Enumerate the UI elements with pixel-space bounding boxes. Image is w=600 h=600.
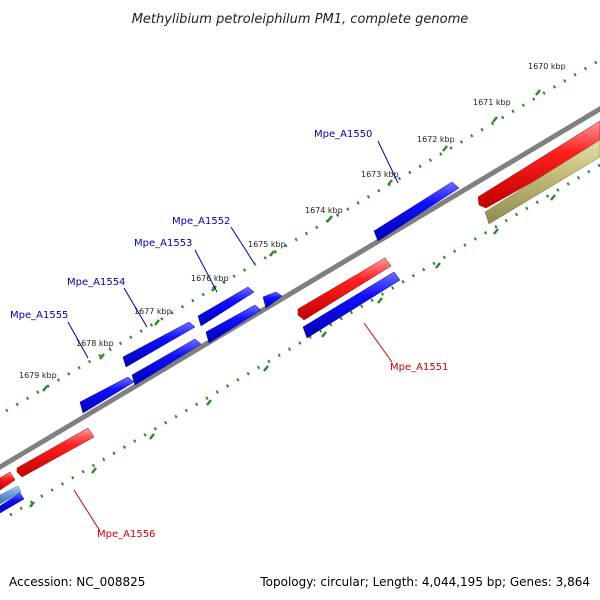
gene-labels: Mpe_A1550 Mpe_A1551 Mpe_A1552 Mpe_A1553 … [10,129,448,540]
gene-label-mpe-a1556: Mpe_A1556 [97,529,155,540]
tick-label-1679: 1679 kbp [19,371,57,380]
leader-mpe-a1550 [377,140,399,184]
tick-mark [154,319,160,326]
tick-label-1672: 1672 kbp [417,135,455,144]
leader-mpe-a1554 [123,287,148,328]
tick-mark [377,297,383,304]
gene-mpe-a1553 [197,286,255,327]
tick-mark [321,331,327,338]
tick-mark [492,116,498,123]
gene-label-mpe-a1553: Mpe_A1553 [134,238,192,249]
tick-mark [206,399,212,406]
tick-mark [99,353,105,360]
tick-label-1670: 1670 kbp [528,62,566,71]
leader-mpe-a1553 [194,249,218,293]
gene-label-mpe-a1550: Mpe_A1550 [314,129,372,140]
upper-scale [5,58,600,413]
gene-mpe-a1552 [262,291,283,309]
gene-reverse-left-edge [0,492,25,514]
gene-mpe-a1555 [79,376,135,414]
tick-label-1675: 1675 kbp [248,240,286,249]
tick-mark [211,285,217,292]
leader-mpe-a1556 [73,489,101,532]
tick-mark [263,365,269,372]
tick-mark [149,433,155,440]
tick-mark [442,145,448,152]
map-title: Methylibium petroleiphilum PM1, complete… [132,12,469,27]
gene-mpe-a1554b [131,338,202,386]
tick-mark [29,501,35,508]
gene-forward-left-edge [0,471,16,491]
gene-mpe-a1553b [205,304,262,344]
gene-mpe-a1554 [122,321,196,368]
gene-label-mpe-a1555: Mpe_A1555 [10,310,68,321]
leader-mpe-a1551 [363,322,393,363]
tick-mark [535,89,541,96]
tick-mark [550,194,556,201]
tick-mark [435,262,441,269]
gene-mpe-a1551 [297,257,392,321]
gene-label-mpe-a1552: Mpe_A1552 [172,216,230,227]
gene-leader-lines [67,140,399,532]
tick-mark [269,250,275,257]
genome-stats-text: Topology: circular; Length: 4,044,195 bp… [259,575,590,589]
gene-label-mpe-a1554: Mpe_A1554 [67,277,125,288]
lower-major-ticks [29,194,556,508]
tick-label-1677: 1677 kbp [134,307,172,316]
tick-mark [91,467,97,474]
gene-light-left-edge [0,485,22,505]
tick-mark [387,179,393,186]
leader-mpe-a1552 [230,226,255,264]
upper-scale-dots [5,58,600,413]
genome-backbone [0,106,600,470]
reverse-strand-genes [79,181,460,414]
kbp-tick-labels: 1670 kbp 1671 kbp 1672 kbp 1673 kbp 1674… [19,62,566,380]
forward-strand-genes [0,120,600,514]
accession-text: Accession: NC_008825 [9,575,145,589]
gene-other-right [484,139,600,225]
gene-mpe-a1550 [373,181,460,242]
leader-mpe-a1555 [67,321,89,359]
tick-label-1673: 1673 kbp [361,170,399,179]
upper-major-ticks [42,89,541,392]
tick-label-1671: 1671 kbp [473,98,511,107]
tick-mark [493,228,499,235]
gene-mpe-a1551-partner [302,271,401,339]
gene-mpe-a1556 [16,427,95,478]
tick-mark [42,385,48,392]
tick-label-1674: 1674 kbp [305,206,343,215]
gene-label-mpe-a1551: Mpe_A1551 [390,362,448,373]
tick-mark [327,215,333,222]
tick-label-1678: 1678 kbp [76,339,114,348]
